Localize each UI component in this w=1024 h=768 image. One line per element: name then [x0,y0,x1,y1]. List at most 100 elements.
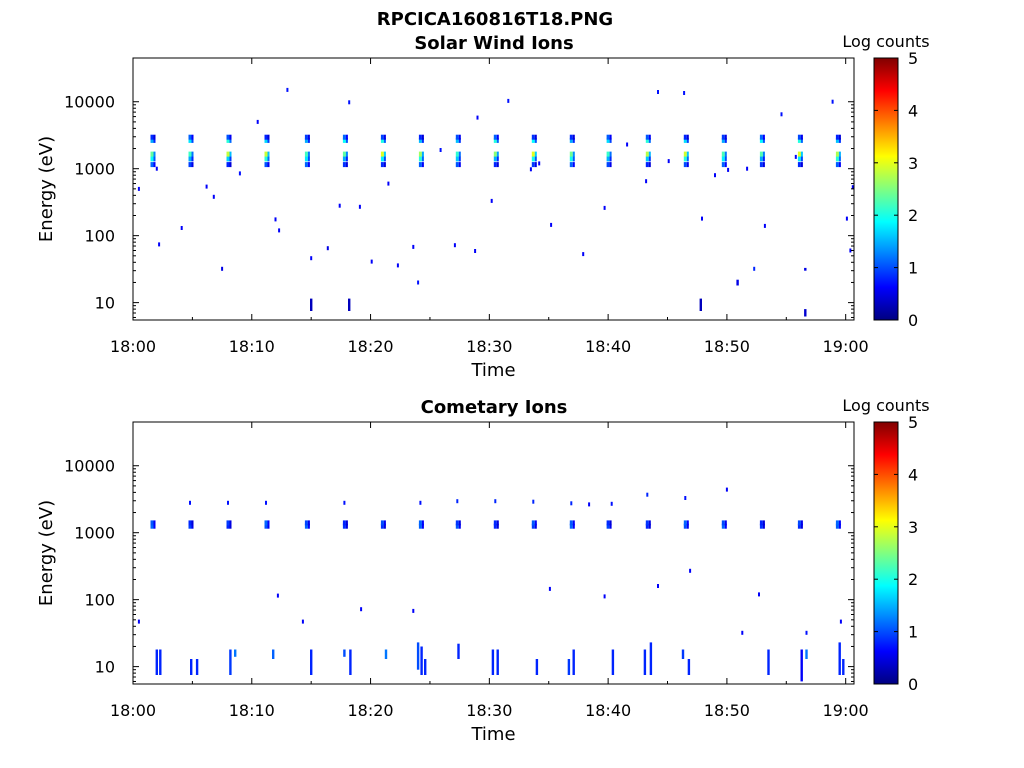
chart-0-data-point [582,252,585,257]
chart-1-x-tick-label: 18:10 [229,701,275,720]
chart-1-data-point [189,500,191,505]
chart-0-burst-cell [838,156,841,162]
chart-0-burst-cell [188,137,192,143]
chart-0-burst-cell [304,151,308,157]
chart-1-burst-cell [496,523,499,529]
chart-0-burst-cell [458,156,461,162]
chart-0-burst-cell [307,162,310,168]
chart-1-data-point [741,630,744,635]
chart-0-burst-cell [188,162,192,168]
chart-0-burst-cell [686,151,689,157]
chart-0-burst-cell [609,134,612,140]
chart-0-burst-cell [226,162,230,168]
chart-1-burst-cell [759,523,763,529]
chart-1-burst-cell [226,523,230,529]
chart-1-burst-cell [493,523,497,529]
chart-0-data-point [155,166,158,171]
chart-0-data-point [753,266,756,271]
chart-0-colorbar-tick-label: 4 [908,101,918,120]
chart-0-data-point [845,216,848,221]
chart-0-burst-cell [342,137,346,143]
chart-1-data-point [657,584,659,588]
chart-0-burst-cell [153,162,156,168]
chart-0-data-point [507,98,510,103]
chart-1-data-point [684,496,687,500]
chart-1-burst-cell [797,523,801,529]
chart-0-burst-cell [721,156,725,162]
chart-0-x-tick-label: 19:00 [823,337,869,356]
chart-0-burst-cell [455,162,459,168]
chart-0-x-tick-label: 18:30 [466,337,512,356]
chart-0-burst-cell [645,151,649,157]
chart-1-streak [343,649,346,657]
chart-0-data-point [657,90,659,94]
chart-1-streak [611,649,615,675]
chart-1-burst-cell [683,520,687,526]
chart-1-x-tick-label: 18:20 [348,701,394,720]
chart-0-burst-cell [609,162,612,168]
chart-0-burst-cell [191,162,194,168]
chart-1-streak [234,649,237,657]
chart-1-streak [190,659,193,675]
chart-1-streak [420,646,423,675]
chart-1-burst-cell [645,520,649,526]
chart-0-burst-cell [835,151,839,157]
chart-1-burst-cell [383,520,386,526]
chart-1-colorbar [873,421,899,685]
chart-1-burst-cell [759,520,763,526]
chart-0-burst-cell [267,137,270,143]
chart-1-colorbar-tick-label: 4 [908,465,918,484]
chart-1-colorbar-tick-label: 0 [908,675,918,694]
chart-0-burst-cell [531,134,535,140]
chart-0-burst-cell [648,137,651,143]
chart-0-data-point [274,217,277,222]
chart-1-streak [767,649,770,675]
chart-0-data-point [158,242,161,247]
chart-1-burst-cell [797,520,801,526]
chart-0-burst-cell [721,151,725,157]
chart-1-streak [572,649,575,675]
chart-1-burst-cell [606,523,610,529]
chart-0-burst-cell [683,151,687,157]
chart-0-burst-cell [721,162,725,168]
chart-0-data-point [238,171,241,176]
chart-1-plot-area [133,422,854,684]
chart-0-burst-cell [800,137,803,143]
chart-0-streak [699,298,702,311]
chart-1-burst-cell [418,520,422,526]
chart-0-burst-cell [724,151,727,157]
chart-0-burst-cell [191,137,194,143]
chart-0-data-point [831,99,834,104]
chart-1-x-axis-label: Time [470,724,515,745]
chart-1-burst-cell [191,520,194,526]
chart-0-burst-cell [229,162,232,168]
chart-0-burst-cell [304,156,308,162]
chart-0-burst-cell [531,156,535,162]
chart-0-data-point [714,173,716,178]
chart-0-title: Solar Wind Ions [414,33,573,54]
chart-0-data-point [626,142,629,147]
chart-1-burst-cell [418,523,422,529]
chart-0-burst-cell [345,151,348,157]
chart-1-burst-cell [188,520,192,526]
chart-0-burst-cell [606,134,610,140]
chart-0-burst-cell [458,162,461,168]
chart-1-data-point [689,568,692,573]
chart-0-data-point [396,263,399,268]
chart-1-colorbar-tick-label: 5 [908,413,918,432]
chart-0-burst-cell [835,162,839,168]
chart-0-burst-cell [380,162,384,168]
chart-0-burst-cell [569,137,573,143]
chart-1-streak [838,642,841,675]
chart-1-streak [649,642,653,675]
chart-0-burst-cell [153,134,156,140]
chart-0-data-point [412,244,415,249]
chart-0-burst-cell [759,156,763,162]
chart-1-title: Cometary Ions [421,397,568,418]
chart-0-burst-cell [418,162,422,168]
chart-0-streak [736,279,739,286]
chart-1-burst-cell [606,520,610,526]
chart-0-burst-cell [150,134,154,140]
chart-0-data-point [326,246,329,251]
chart-1-colorbar-tick-label: 2 [908,570,918,589]
